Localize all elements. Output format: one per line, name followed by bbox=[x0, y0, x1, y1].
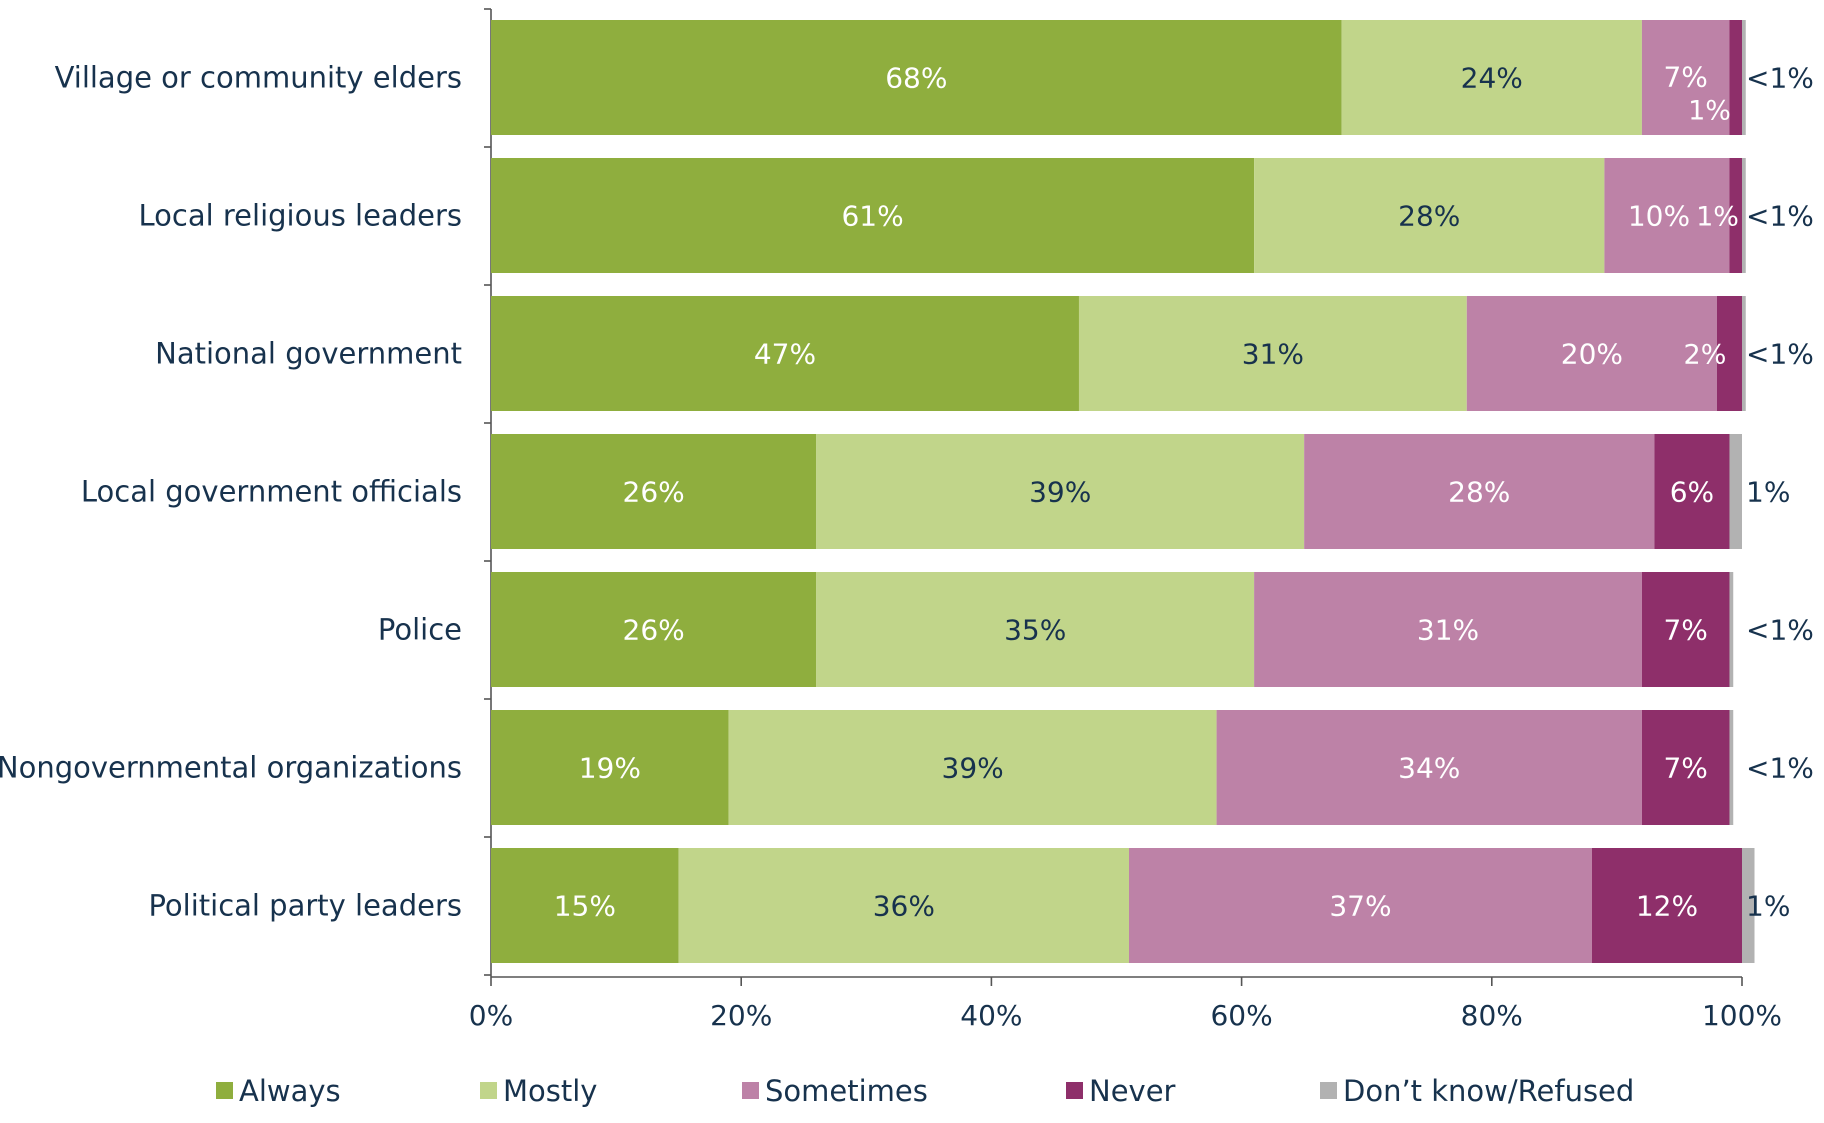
category-label-local-religious-leaders: Local religious leaders bbox=[139, 199, 463, 233]
bar-segment-don-t-know-refused-political-party-leaders bbox=[1742, 848, 1755, 963]
data-label-never: 6% bbox=[1670, 476, 1714, 509]
x-tick-label: 0% bbox=[469, 999, 513, 1032]
legend-swatch-never bbox=[1066, 1082, 1083, 1099]
bar-segment-always-village-or-community-elders bbox=[491, 20, 1342, 135]
bar-segment-never-nongovernmental-organizations bbox=[1641, 710, 1730, 825]
bar-segment-don-t-know-refused-police bbox=[1729, 572, 1734, 687]
data-label-never: 1% bbox=[1688, 96, 1731, 127]
x-tick-label: 40% bbox=[960, 999, 1022, 1032]
bar-segment-sometimes-village-or-community-elders bbox=[1641, 20, 1730, 135]
data-label-mostly: 39% bbox=[1029, 476, 1091, 509]
bar-segment-always-local-government-officials bbox=[491, 434, 817, 549]
bar-segment-mostly-nongovernmental-organizations bbox=[728, 710, 1217, 825]
data-label-don-t-know-refused: <1% bbox=[1746, 62, 1814, 95]
bar-segment-always-political-party-leaders bbox=[491, 848, 679, 963]
bar-segment-don-t-know-refused-national-government bbox=[1742, 296, 1746, 411]
data-label-don-t-know-refused: 1% bbox=[1746, 476, 1790, 509]
legend-swatch-don-t-know-refused bbox=[1320, 1082, 1337, 1099]
bar-segment-mostly-local-religious-leaders bbox=[1254, 158, 1605, 273]
bar-segment-always-national-government bbox=[491, 296, 1079, 411]
data-label-sometimes: 31% bbox=[1417, 614, 1479, 647]
bar-segment-don-t-know-refused-local-government-officials bbox=[1729, 434, 1742, 549]
bar-segment-don-t-know-refused-nongovernmental-organizations bbox=[1729, 710, 1734, 825]
data-label-always: 26% bbox=[623, 614, 685, 647]
bar-segment-sometimes-local-government-officials bbox=[1304, 434, 1655, 549]
data-label-never: 7% bbox=[1663, 752, 1707, 785]
bar-segment-don-t-know-refused-local-religious-leaders bbox=[1742, 158, 1746, 273]
data-label-never: 1% bbox=[1696, 202, 1739, 233]
data-label-always: 68% bbox=[885, 62, 947, 95]
bar-segment-sometimes-nongovernmental-organizations bbox=[1216, 710, 1642, 825]
bar-segment-always-local-religious-leaders bbox=[491, 158, 1255, 273]
category-label-police: Police bbox=[378, 613, 462, 647]
bar-segment-never-national-government bbox=[1716, 296, 1742, 411]
data-label-sometimes: 34% bbox=[1398, 752, 1460, 785]
bar-segment-sometimes-police bbox=[1254, 572, 1642, 687]
legend-swatch-sometimes bbox=[742, 1082, 759, 1099]
x-tick-label: 20% bbox=[710, 999, 772, 1032]
data-label-sometimes: 20% bbox=[1561, 338, 1623, 371]
bar-segment-sometimes-local-religious-leaders bbox=[1604, 158, 1730, 273]
data-label-never: 2% bbox=[1684, 340, 1727, 371]
x-tick-label: 80% bbox=[1461, 999, 1523, 1032]
data-label-don-t-know-refused: <1% bbox=[1746, 200, 1814, 233]
data-label-sometimes: 37% bbox=[1329, 890, 1391, 923]
legend-swatch-always bbox=[216, 1082, 233, 1099]
bar-segment-always-police bbox=[491, 572, 817, 687]
data-label-don-t-know-refused: 1% bbox=[1746, 890, 1790, 923]
legend-swatch-mostly bbox=[480, 1082, 497, 1099]
legend-label-always: Always bbox=[239, 1074, 341, 1108]
x-tick-label: 60% bbox=[1210, 999, 1272, 1032]
bar-segment-never-local-government-officials bbox=[1654, 434, 1730, 549]
data-label-mostly: 28% bbox=[1398, 200, 1460, 233]
bar-segment-sometimes-national-government bbox=[1466, 296, 1717, 411]
data-label-always: 47% bbox=[754, 338, 816, 371]
legend-label-mostly: Mostly bbox=[503, 1074, 597, 1108]
data-label-mostly: 36% bbox=[873, 890, 935, 923]
x-tick-label: 100% bbox=[1702, 999, 1782, 1032]
data-label-don-t-know-refused: <1% bbox=[1746, 614, 1814, 647]
data-label-sometimes: 10% bbox=[1628, 200, 1690, 233]
legend-label-never: Never bbox=[1089, 1074, 1176, 1108]
data-label-sometimes: 28% bbox=[1448, 476, 1510, 509]
data-label-always: 26% bbox=[623, 476, 685, 509]
data-label-mostly: 24% bbox=[1461, 62, 1523, 95]
data-label-mostly: 35% bbox=[1004, 614, 1066, 647]
bar-segment-sometimes-political-party-leaders bbox=[1129, 848, 1592, 963]
bar-segment-never-village-or-community-elders bbox=[1729, 20, 1742, 135]
bar-segment-mostly-local-government-officials bbox=[816, 434, 1305, 549]
bar-segment-mostly-village-or-community-elders bbox=[1341, 20, 1642, 135]
legend-label-don-t-know-refused: Don’t know/Refused bbox=[1343, 1074, 1634, 1108]
data-label-sometimes: 7% bbox=[1663, 61, 1707, 94]
data-label-mostly: 31% bbox=[1242, 338, 1304, 371]
bar-segment-always-nongovernmental-organizations bbox=[491, 710, 729, 825]
bar-segment-mostly-political-party-leaders bbox=[678, 848, 1130, 963]
data-label-always: 61% bbox=[841, 200, 903, 233]
data-label-never: 12% bbox=[1636, 890, 1698, 923]
data-label-mostly: 39% bbox=[942, 752, 1004, 785]
data-label-don-t-know-refused: <1% bbox=[1746, 338, 1814, 371]
bar-segment-don-t-know-refused-village-or-community-elders bbox=[1742, 20, 1746, 135]
data-label-always: 15% bbox=[554, 890, 616, 923]
category-label-local-government-officials: Local government officials bbox=[81, 475, 462, 509]
data-label-never: 7% bbox=[1663, 614, 1707, 647]
bar-segment-mostly-police bbox=[816, 572, 1255, 687]
category-label-national-government: National government bbox=[155, 337, 462, 371]
data-label-always: 19% bbox=[579, 752, 641, 785]
legend-label-sometimes: Sometimes bbox=[765, 1074, 928, 1108]
bar-segment-never-police bbox=[1641, 572, 1730, 687]
category-label-nongovernmental-organizations: Nongovernmental organizations bbox=[0, 751, 462, 785]
category-label-political-party-leaders: Political party leaders bbox=[148, 889, 462, 923]
bar-segment-never-local-religious-leaders bbox=[1729, 158, 1742, 273]
bar-segment-never-political-party-leaders bbox=[1591, 848, 1742, 963]
category-label-village-or-community-elders: Village or community elders bbox=[55, 61, 462, 95]
bar-segment-mostly-national-government bbox=[1078, 296, 1467, 411]
data-label-don-t-know-refused: <1% bbox=[1746, 752, 1814, 785]
